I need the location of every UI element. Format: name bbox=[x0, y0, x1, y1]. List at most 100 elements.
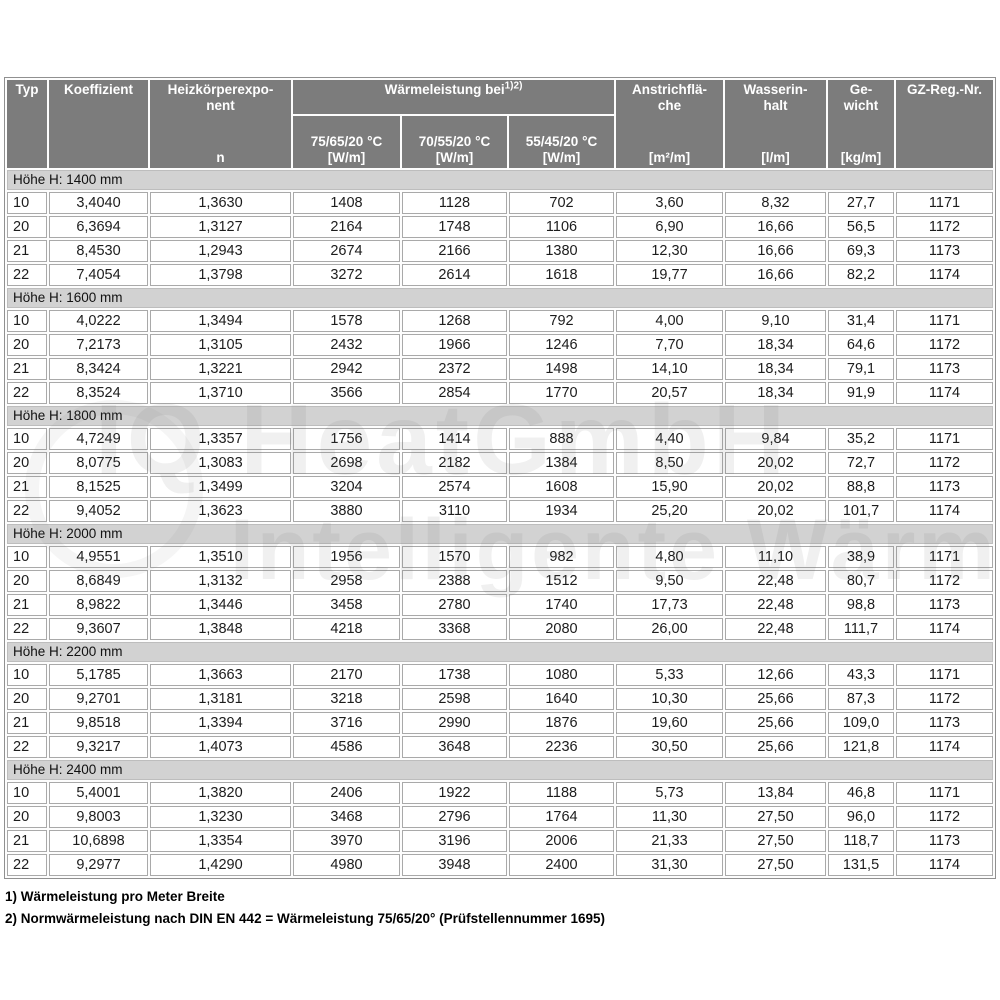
table-cell: 1738 bbox=[402, 664, 507, 686]
table-cell: 88,8 bbox=[828, 476, 894, 498]
section-title: Höhe H: 2400 mm bbox=[7, 760, 993, 780]
table-cell: 2166 bbox=[402, 240, 507, 262]
table-cell: 3880 bbox=[293, 500, 400, 522]
temp-col-2-unit: [W/m] bbox=[435, 150, 474, 165]
table-cell: 2006 bbox=[509, 830, 614, 852]
table-cell: 1,3357 bbox=[150, 428, 291, 450]
section-header-row: Höhe H: 1800 mm bbox=[7, 406, 993, 426]
temp-col-1-label: 75/65/20 °C bbox=[310, 134, 383, 149]
table-cell: 1770 bbox=[509, 382, 614, 404]
table-cell: 1,4073 bbox=[150, 736, 291, 758]
table-cell: 1171 bbox=[896, 310, 993, 332]
table-cell: 1172 bbox=[896, 216, 993, 238]
table-cell: 12,30 bbox=[616, 240, 723, 262]
table-cell: 2614 bbox=[402, 264, 507, 286]
table-row: 10 4,9551 1,3510 1956 1570 982 4,80 11,10 38,9 11… bbox=[7, 546, 993, 568]
table-cell: 3196 bbox=[402, 830, 507, 852]
table-cell: 16,66 bbox=[725, 240, 826, 262]
table-cell: 4218 bbox=[293, 618, 400, 640]
table-cell: 6,3694 bbox=[49, 216, 148, 238]
table-cell: 1,3127 bbox=[150, 216, 291, 238]
table-cell: 1,3230 bbox=[150, 806, 291, 828]
table-cell: 9,4052 bbox=[49, 500, 148, 522]
table-cell: 18,34 bbox=[725, 358, 826, 380]
col-header-anstrichflaeche: Anstrichflä- che [m²/m] bbox=[616, 80, 723, 168]
radiator-spec-table-container: Typ Koeffizient Heizkörperexpo- nent n W… bbox=[4, 77, 996, 879]
table-row: 20 6,3694 1,3127 2164 1748 1106 6,90 16,66 56,5 1… bbox=[7, 216, 993, 238]
table-row: 20 9,2701 1,3181 3218 2598 1640 10,30 25,66 87,3… bbox=[7, 688, 993, 710]
table-cell: 982 bbox=[509, 546, 614, 568]
table-cell: 10 bbox=[7, 428, 47, 450]
table-row: 20 9,8003 1,3230 3468 2796 1764 11,30 27,50 96,0… bbox=[7, 806, 993, 828]
table-cell: 20 bbox=[7, 570, 47, 592]
section-title: Höhe H: 1400 mm bbox=[7, 170, 993, 190]
table-cell: 21 bbox=[7, 358, 47, 380]
table-cell: 2372 bbox=[402, 358, 507, 380]
col-header-anstrichflaeche-unit: [m²/m] bbox=[648, 150, 691, 165]
table-cell: 69,3 bbox=[828, 240, 894, 262]
col-header-gewicht-label: Ge- wicht bbox=[843, 82, 879, 113]
table-cell: 46,8 bbox=[828, 782, 894, 804]
table-cell: 1640 bbox=[509, 688, 614, 710]
table-cell: 1,2943 bbox=[150, 240, 291, 262]
table-cell: 1080 bbox=[509, 664, 614, 686]
table-cell: 10 bbox=[7, 310, 47, 332]
table-cell: 25,20 bbox=[616, 500, 723, 522]
table-cell: 1173 bbox=[896, 594, 993, 616]
header-row-1: Typ Koeffizient Heizkörperexpo- nent n W… bbox=[7, 80, 993, 168]
table-row: 10 4,0222 1,3494 1578 1268 792 4,00 9,10 31,4 117… bbox=[7, 310, 993, 332]
table-cell: 1174 bbox=[896, 854, 993, 876]
table-body: Höhe H: 1400 mm 10 3,4040 1,3630 1408 1128 702… bbox=[7, 170, 993, 876]
table-cell: 22 bbox=[7, 500, 47, 522]
table-cell: 1171 bbox=[896, 664, 993, 686]
table-cell: 1,3354 bbox=[150, 830, 291, 852]
table-cell: 2942 bbox=[293, 358, 400, 380]
table-cell: 19,60 bbox=[616, 712, 723, 734]
col-header-gewicht-unit: [kg/m] bbox=[840, 150, 882, 165]
table-row: 22 7,4054 1,3798 3272 2614 1618 19,77 16,66 82,2… bbox=[7, 264, 993, 286]
table-cell: 1408 bbox=[293, 192, 400, 214]
table-cell: 43,3 bbox=[828, 664, 894, 686]
table-cell: 2388 bbox=[402, 570, 507, 592]
table-cell: 22,48 bbox=[725, 594, 826, 616]
table-cell: 26,00 bbox=[616, 618, 723, 640]
table-cell: 1,3394 bbox=[150, 712, 291, 734]
table-cell: 1,3083 bbox=[150, 452, 291, 474]
table-cell: 30,50 bbox=[616, 736, 723, 758]
table-cell: 118,7 bbox=[828, 830, 894, 852]
table-cell: 27,50 bbox=[725, 806, 826, 828]
table-cell: 96,0 bbox=[828, 806, 894, 828]
col-header-koeffizient-label: Koeffizient bbox=[64, 82, 133, 97]
table-cell: 1128 bbox=[402, 192, 507, 214]
table-cell: 1174 bbox=[896, 500, 993, 522]
table-cell: 2854 bbox=[402, 382, 507, 404]
table-cell: 27,50 bbox=[725, 854, 826, 876]
table-cell: 1380 bbox=[509, 240, 614, 262]
table-row: 20 8,0775 1,3083 2698 2182 1384 8,50 20,02 72,7 1… bbox=[7, 452, 993, 474]
table-cell: 8,4530 bbox=[49, 240, 148, 262]
temp-col-1-unit: [W/m] bbox=[327, 150, 366, 165]
table-cell: 2170 bbox=[293, 664, 400, 686]
table-cell: 8,9822 bbox=[49, 594, 148, 616]
table-cell: 2236 bbox=[509, 736, 614, 758]
table-cell: 9,2701 bbox=[49, 688, 148, 710]
table-cell: 1414 bbox=[402, 428, 507, 450]
col-header-typ-label: Typ bbox=[15, 82, 39, 97]
table-cell: 1106 bbox=[509, 216, 614, 238]
table-cell: 1,3510 bbox=[150, 546, 291, 568]
table-cell: 3,4040 bbox=[49, 192, 148, 214]
col-header-55-45-20: 55/45/20 °C [W/m] bbox=[509, 116, 614, 168]
table-cell: 16,66 bbox=[725, 264, 826, 286]
table-cell: 7,4054 bbox=[49, 264, 148, 286]
section-header-row: Höhe H: 2200 mm bbox=[7, 642, 993, 662]
table-cell: 56,5 bbox=[828, 216, 894, 238]
table-cell: 3970 bbox=[293, 830, 400, 852]
table-cell: 9,50 bbox=[616, 570, 723, 592]
table-cell: 22 bbox=[7, 382, 47, 404]
col-header-wasserinhalt: Wasserin- halt [l/m] bbox=[725, 80, 826, 168]
table-cell: 9,3607 bbox=[49, 618, 148, 640]
table-cell: 82,2 bbox=[828, 264, 894, 286]
table-cell: 1922 bbox=[402, 782, 507, 804]
table-cell: 20 bbox=[7, 216, 47, 238]
table-cell: 38,9 bbox=[828, 546, 894, 568]
